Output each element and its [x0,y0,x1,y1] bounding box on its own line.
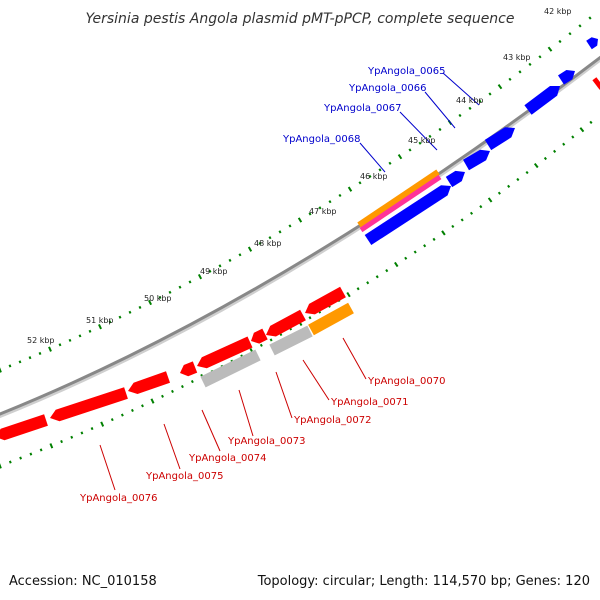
leader-0065 [442,72,480,106]
accession-text: Accession: NC_010158 [9,574,157,589]
label-leader-lines [99,72,480,491]
backbone-ring [0,55,600,416]
leader-0066 [424,91,456,129]
forward-cds-7 [364,185,451,245]
gene-label-ypangola-0065: YpAngola_0065 [367,66,445,77]
forward-cds-2 [558,70,575,85]
gene-label-ypangola-0075: YpAngola_0075 [145,471,223,482]
tick-label-46kbp: 46 kbp [360,172,388,181]
reverse-cds-5 [180,361,198,377]
reverse-cds-3 [251,328,268,344]
gene-features [0,37,600,441]
tick-label-47kbp: 47 kbp [309,207,337,216]
topology-summary-text: Topology: circular; Length: 114,570 bp; … [257,574,590,589]
orange-feature [357,169,440,228]
tick-label-45kbp: 45 kbp [408,136,436,145]
tick-label-49kbp: 49 kbp [200,267,228,276]
reverse-cds-8 [0,414,48,441]
tick-label-48kbp: 48 kbp [254,239,282,248]
forward-cds-1 [586,37,598,50]
reverse-cds-2 [266,309,306,337]
grey-feature-1 [269,325,313,356]
forward-cds-6 [445,170,465,188]
leader-0070 [342,337,367,380]
reverse-cds-4 [197,336,253,369]
tick-label-42kbp: 42 kbp [544,7,572,16]
gene-label-ypangola-0072: YpAngola_0072 [293,415,371,426]
tick-label-50kbp: 50 kbp [144,294,172,303]
leader-0072 [275,371,293,419]
leader-0068 [359,142,386,173]
gene-label-ypangola-0066: YpAngola_0066 [348,83,426,94]
orange-cds [308,302,354,336]
leader-0074 [201,409,221,452]
leader-0076 [99,444,116,491]
leader-0073 [238,389,254,437]
reverse-cds-6 [128,371,170,394]
grey-feature-2 [200,349,261,388]
leader-0067 [399,111,438,151]
gene-label-ypangola-0074: YpAngola_0074 [188,453,266,464]
reverse-cds-edge [592,77,600,90]
gene-label-ypangola-0076: YpAngola_0076 [79,493,157,504]
tick-label-52kbp: 52 kbp [27,336,55,345]
tick-label-43kbp: 43 kbp [503,53,531,62]
gene-label-ypangola-0068: YpAngola_0068 [282,134,360,145]
forward-cds-5 [463,149,490,171]
forward-cds-4 [484,127,515,151]
leader-0075 [163,423,181,470]
forward-cds-3 [524,86,560,115]
gene-label-ypangola-0067: YpAngola_0067 [323,103,401,114]
gene-label-ypangola-0071: YpAngola_0071 [330,397,408,408]
gene-label-ypangola-0073: YpAngola_0073 [227,436,305,447]
map-title: Yersinia pestis Angola plasmid pMT-pPCP,… [85,11,514,27]
reverse-cds-1 [305,286,346,315]
backbone-ring-shadow [0,57,600,419]
reverse-cds-7 [50,387,128,422]
pink-feature [359,174,442,233]
gene-label-ypangola-0070: YpAngola_0070 [367,376,445,387]
tick-label-51kbp: 51 kbp [86,316,114,325]
leader-0071 [302,359,330,401]
tick-label-44kbp: 44 kbp [456,96,484,105]
